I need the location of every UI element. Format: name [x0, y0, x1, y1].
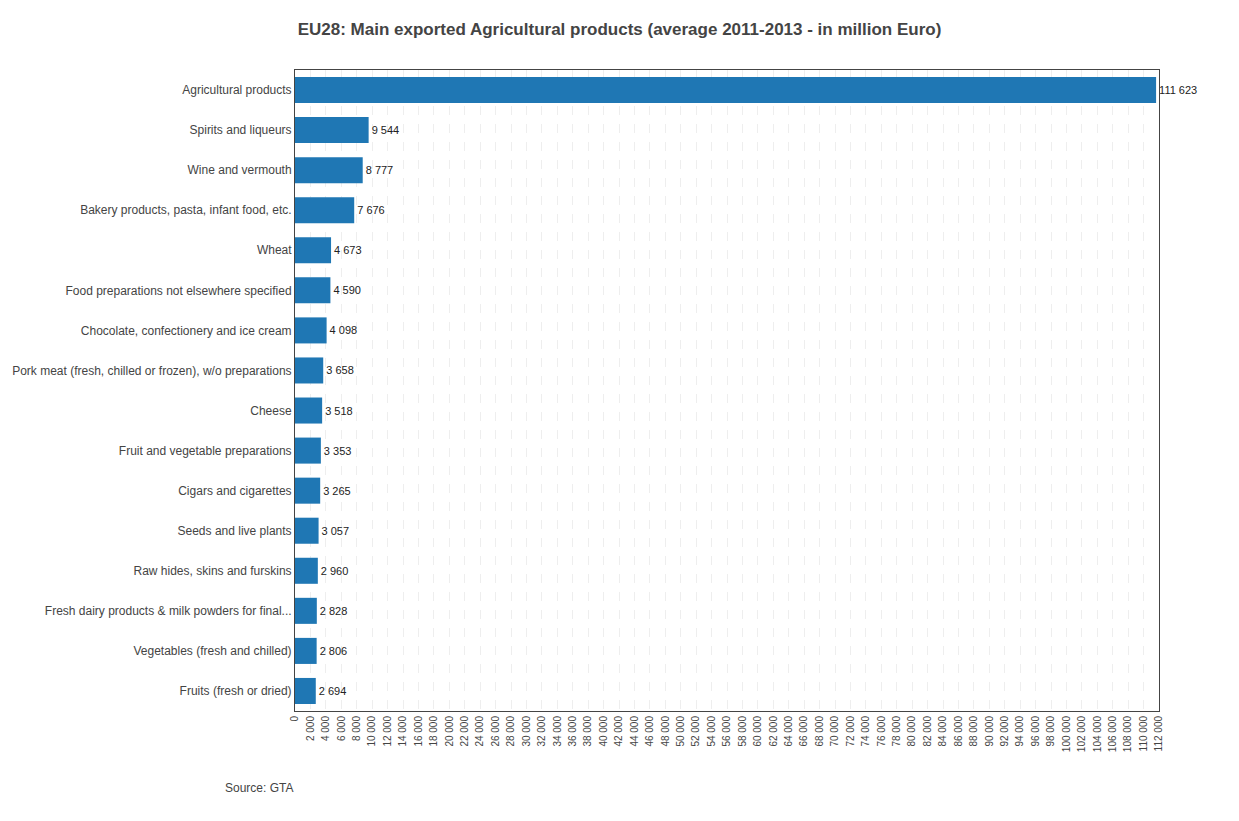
svg-text:2 694: 2 694 [319, 685, 347, 697]
svg-text:52 000: 52 000 [690, 716, 701, 747]
svg-text:Pork meat (fresh, chilled or f: Pork meat (fresh, chilled or frozen), w/… [12, 364, 291, 378]
svg-text:80 000: 80 000 [906, 716, 917, 747]
svg-text:8 000: 8 000 [351, 716, 362, 741]
svg-text:42 000: 42 000 [613, 716, 624, 747]
svg-text:3 353: 3 353 [324, 445, 352, 457]
svg-text:Wheat: Wheat [257, 243, 292, 257]
svg-text:44 000: 44 000 [629, 716, 640, 747]
svg-text:110 000: 110 000 [1138, 716, 1149, 752]
svg-text:Cigars and cigarettes: Cigars and cigarettes [178, 484, 291, 498]
svg-text:0: 0 [289, 716, 300, 722]
svg-text:62 000: 62 000 [768, 716, 779, 747]
svg-text:Fresh dairy products & milk po: Fresh dairy products & milk powders for … [45, 604, 292, 618]
svg-text:78 000: 78 000 [891, 716, 902, 747]
svg-text:Bakery products, pasta, infant: Bakery products, pasta, infant food, etc… [80, 203, 291, 217]
svg-text:94 000: 94 000 [1014, 716, 1025, 747]
svg-text:72 000: 72 000 [845, 716, 856, 747]
svg-text:88 000: 88 000 [968, 716, 979, 747]
svg-text:Source: GTA: Source: GTA [225, 781, 293, 795]
svg-text:38 000: 38 000 [582, 716, 593, 747]
svg-text:108 000: 108 000 [1122, 716, 1133, 753]
svg-text:9 544: 9 544 [372, 124, 400, 136]
svg-text:4 590: 4 590 [333, 284, 361, 296]
svg-text:18 000: 18 000 [428, 716, 439, 747]
svg-text:24 000: 24 000 [474, 716, 485, 747]
svg-text:48 000: 48 000 [660, 716, 671, 747]
svg-text:34 000: 34 000 [552, 716, 563, 747]
svg-text:40 000: 40 000 [598, 716, 609, 747]
svg-text:74 000: 74 000 [860, 716, 871, 747]
svg-text:6 000: 6 000 [336, 716, 347, 741]
svg-text:22 000: 22 000 [459, 716, 470, 747]
svg-text:20 000: 20 000 [444, 716, 455, 747]
svg-text:111 623: 111 623 [1159, 84, 1197, 96]
svg-text:3 658: 3 658 [326, 364, 354, 376]
svg-text:Chocolate, confectionery and i: Chocolate, confectionery and ice cream [81, 324, 292, 338]
svg-text:46 000: 46 000 [644, 716, 655, 747]
svg-text:8 777: 8 777 [366, 164, 394, 176]
svg-text:76 000: 76 000 [876, 716, 887, 747]
svg-text:104 000: 104 000 [1092, 716, 1103, 753]
svg-text:14 000: 14 000 [397, 716, 408, 747]
svg-text:92 000: 92 000 [999, 716, 1010, 747]
svg-text:106 000: 106 000 [1107, 716, 1118, 753]
svg-text:10 000: 10 000 [366, 716, 377, 747]
svg-text:3 518: 3 518 [325, 405, 353, 417]
svg-text:2 806: 2 806 [320, 645, 348, 657]
svg-text:12 000: 12 000 [382, 716, 393, 747]
svg-text:4 098: 4 098 [330, 324, 358, 336]
svg-text:90 000: 90 000 [984, 716, 995, 747]
svg-text:84 000: 84 000 [937, 716, 948, 747]
svg-text:Spirits and liqueurs: Spirits and liqueurs [190, 123, 292, 137]
svg-text:68 000: 68 000 [814, 716, 825, 747]
svg-text:70 000: 70 000 [829, 716, 840, 747]
svg-text:64 000: 64 000 [783, 716, 794, 747]
svg-text:100 000: 100 000 [1061, 716, 1072, 753]
svg-text:60 000: 60 000 [752, 716, 763, 747]
svg-text:102 000: 102 000 [1076, 716, 1087, 753]
svg-text:2 828: 2 828 [320, 605, 348, 617]
svg-text:36 000: 36 000 [567, 716, 578, 747]
svg-text:58 000: 58 000 [737, 716, 748, 747]
svg-text:EU28: Main exported Agricultur: EU28: Main exported Agricultural product… [298, 20, 942, 39]
svg-text:66 000: 66 000 [798, 716, 809, 747]
svg-text:Raw hides, skins and furskins: Raw hides, skins and furskins [134, 564, 292, 578]
svg-text:28 000: 28 000 [505, 716, 516, 747]
svg-text:2 000: 2 000 [305, 716, 316, 741]
svg-text:Vegetables (fresh and chilled): Vegetables (fresh and chilled) [133, 644, 291, 658]
svg-text:7 676: 7 676 [357, 204, 385, 216]
svg-text:Food preparations not elsewher: Food preparations not elsewhere specifie… [65, 284, 291, 298]
svg-text:4 673: 4 673 [334, 244, 362, 256]
svg-text:3 057: 3 057 [322, 525, 350, 537]
svg-text:3 265: 3 265 [323, 485, 351, 497]
svg-text:Fruits (fresh or dried): Fruits (fresh or dried) [180, 684, 292, 698]
svg-text:2 960: 2 960 [321, 565, 349, 577]
svg-text:82 000: 82 000 [922, 716, 933, 747]
svg-text:Cheese: Cheese [250, 404, 292, 418]
svg-text:Fruit and vegetable preparatio: Fruit and vegetable preparations [119, 444, 292, 458]
svg-text:54 000: 54 000 [706, 716, 717, 747]
svg-text:112 000: 112 000 [1153, 716, 1164, 752]
svg-text:86 000: 86 000 [953, 716, 964, 747]
svg-text:30 000: 30 000 [521, 716, 532, 747]
svg-text:4 000: 4 000 [320, 716, 331, 741]
svg-text:Agricultural products: Agricultural products [182, 83, 291, 97]
svg-text:Seeds and live plants: Seeds and live plants [178, 524, 292, 538]
svg-text:56 000: 56 000 [721, 716, 732, 747]
svg-text:98 000: 98 000 [1045, 716, 1056, 747]
svg-text:26 000: 26 000 [490, 716, 501, 747]
svg-text:32 000: 32 000 [536, 716, 547, 747]
svg-text:16 000: 16 000 [413, 716, 424, 747]
svg-text:Wine and vermouth: Wine and vermouth [188, 163, 292, 177]
svg-text:96 000: 96 000 [1030, 716, 1041, 747]
svg-text:50 000: 50 000 [675, 716, 686, 747]
